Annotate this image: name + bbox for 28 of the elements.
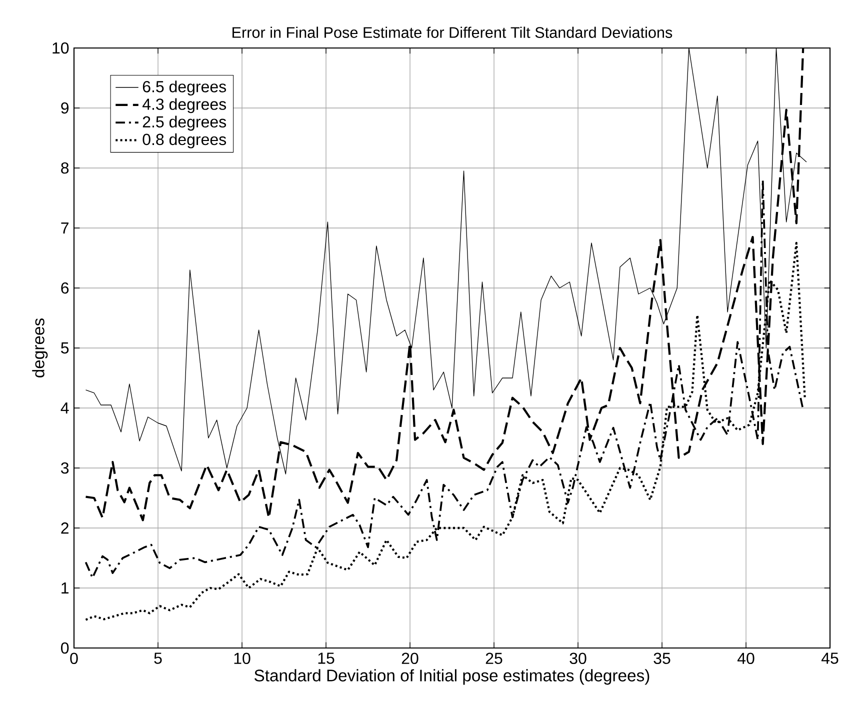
x-tick-label: 25 <box>486 652 502 664</box>
y-tick-label: 2 <box>61 522 68 534</box>
y-tick-label: 6 <box>61 282 69 294</box>
x-tick-label: 20 <box>402 652 418 664</box>
y-tick-label: 1 <box>62 582 69 594</box>
y-tick-label: 8 <box>61 162 69 174</box>
x-tick-label: 10 <box>234 652 250 664</box>
y-tick-label: 3 <box>60 462 69 474</box>
x-tick-label: 0 <box>70 652 78 664</box>
x-tick-label: 35 <box>654 652 670 664</box>
y-axis-title: degrees <box>32 318 48 378</box>
legend-label: 0.8 degrees <box>142 133 226 148</box>
y-tick-label: 9 <box>61 102 69 114</box>
x-tick-label: 30 <box>570 652 586 664</box>
y-tick-label: 5 <box>61 342 69 354</box>
y-tick-label: 10 <box>52 42 69 54</box>
y-tick-label: 4 <box>60 402 69 414</box>
y-tick-label: 0 <box>61 642 69 654</box>
x-tick-label: 40 <box>737 652 754 664</box>
y-tick-label: 7 <box>61 222 68 234</box>
x-tick-label: 15 <box>318 652 334 664</box>
x-tick-label: 45 <box>821 652 838 664</box>
legend-label: 4.3 degrees <box>142 98 226 114</box>
legend-label: 2.5 degrees <box>142 116 226 131</box>
chart-title: Error in Final Pose Estimate for Different Tilt Standard Deviations <box>232 26 672 38</box>
legend-label: 6.5 degrees <box>142 80 226 96</box>
x-tick-label: 5 <box>154 652 162 664</box>
x-axis-title: Standard Deviation of Initial pose estimates (degrees) <box>254 669 650 685</box>
